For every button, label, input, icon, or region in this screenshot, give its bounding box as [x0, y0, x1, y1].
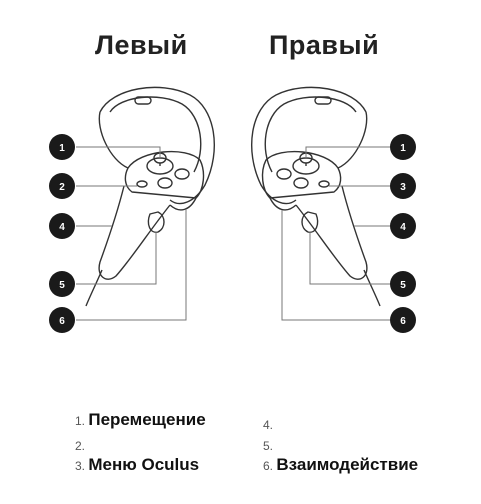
- right-button-b: [293, 177, 309, 189]
- left-badge-6: 6: [59, 316, 65, 327]
- right-leader-1: [305, 146, 390, 158]
- left-callout-badges: 1 2 4 5 6: [49, 134, 75, 333]
- right-ring-inner: [264, 96, 357, 173]
- right-button-a: [276, 168, 292, 180]
- left-button-y: [157, 177, 173, 189]
- right-callout-badges: 1 3 4 5 6: [390, 134, 416, 333]
- right-badge-3: 3: [400, 182, 406, 193]
- legend-num-5: 5.: [263, 439, 274, 453]
- legend-item-6: 6. Взаимодействие: [263, 455, 418, 475]
- left-leader-1: [76, 146, 161, 158]
- left-grip: [98, 185, 197, 280]
- left-trigger: [147, 211, 165, 233]
- legend-num-3: 3.: [75, 459, 86, 473]
- left-cable: [85, 269, 103, 307]
- legend-label-3: Меню Oculus: [88, 455, 200, 474]
- right-cable: [363, 269, 381, 307]
- legend-num-6: 6.: [263, 459, 274, 473]
- right-ring-led: [314, 96, 332, 105]
- left-badge-5: 5: [59, 280, 65, 291]
- right-badge-4: 4: [400, 222, 406, 233]
- right-controller: [250, 86, 381, 307]
- right-badge-6: 6: [400, 316, 406, 327]
- left-badge-4: 4: [59, 222, 65, 233]
- legend-label-1: Перемещение: [88, 410, 206, 429]
- legend-num-4: 4.: [263, 418, 274, 432]
- legend-label-6: Взаимодействие: [276, 455, 419, 474]
- right-tracking-ring: [250, 86, 368, 205]
- left-ring-inner: [109, 96, 202, 173]
- right-grip: [269, 185, 368, 280]
- right-leader-6: [281, 210, 390, 321]
- right-badge-5: 5: [400, 280, 406, 291]
- left-button-x: [174, 168, 190, 180]
- legend-num-1: 1.: [75, 414, 86, 428]
- left-tracking-ring: [98, 86, 216, 205]
- right-oculus-button: [318, 180, 330, 188]
- leader-lines: [76, 146, 390, 321]
- legend-item-4: 4.: [263, 414, 273, 434]
- left-controller-title: Левый: [95, 30, 188, 60]
- left-ring-led: [134, 96, 152, 105]
- left-menu-button: [136, 180, 148, 188]
- left-leader-5: [76, 232, 157, 285]
- left-controller: [85, 86, 216, 307]
- legend-item-3: 3. Меню Oculus: [75, 455, 199, 475]
- right-trigger: [301, 211, 319, 233]
- left-leader-6: [76, 210, 187, 321]
- legend-item-5: 5.: [263, 435, 273, 455]
- left-badge-2: 2: [59, 182, 65, 193]
- right-badge-1: 1: [400, 143, 406, 154]
- right-controller-title: Правый: [269, 30, 380, 60]
- left-badge-1: 1: [59, 143, 65, 154]
- legend-item-2: 2.: [75, 435, 85, 455]
- legend-num-2: 2.: [75, 439, 86, 453]
- right-leader-5: [309, 232, 390, 285]
- legend-item-1: 1. Перемещение: [75, 410, 206, 430]
